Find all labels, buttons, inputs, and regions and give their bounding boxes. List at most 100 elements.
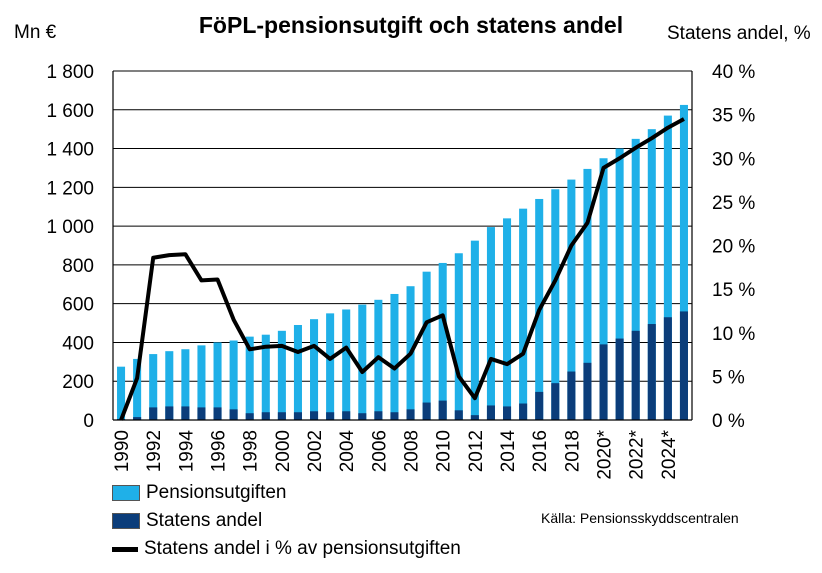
x-tick-label: 2016 xyxy=(530,430,551,472)
x-tick-label: 2018 xyxy=(562,430,583,472)
bar-statens-andel xyxy=(149,407,158,420)
bar-statens-andel xyxy=(293,412,302,420)
bar-pensionsutgiften xyxy=(631,138,640,420)
chart-title: FöPL-pensionsutgift och statens andel xyxy=(198,12,624,38)
legend-swatch-dark-blue xyxy=(112,513,140,529)
bar-statens-andel xyxy=(213,407,222,420)
y-tick-label: 1 400 xyxy=(46,140,94,161)
source-note: Källa: Pensionsskyddscentralen xyxy=(541,510,739,526)
left-axis-unit: Mn € xyxy=(14,22,57,43)
bar-statens-andel xyxy=(229,409,238,420)
legend-item-statens-andel: Statens andel xyxy=(112,510,262,532)
bar-statens-andel xyxy=(165,406,174,420)
bar-statens-andel xyxy=(406,409,415,420)
bar-pensionsutgiften xyxy=(229,340,238,420)
legend-label: Pensionsutgiften xyxy=(146,482,287,503)
bar-statens-andel xyxy=(470,415,479,420)
bar-pensionsutgiften xyxy=(326,313,335,420)
x-tick-label: 2000 xyxy=(273,430,294,472)
bar-pensionsutgiften xyxy=(519,208,528,420)
bar-pensionsutgiften xyxy=(117,366,126,420)
bar-statens-andel xyxy=(197,407,206,420)
x-tick-label: 2010 xyxy=(434,430,455,472)
x-tick-label: 2024* xyxy=(659,429,680,479)
bar-pensionsutgiften xyxy=(615,148,624,421)
bar-statens-andel xyxy=(647,324,656,420)
bar-pensionsutgiften xyxy=(663,115,672,420)
legend-swatch-line xyxy=(112,546,138,552)
bar-pensionsutgiften xyxy=(245,336,254,420)
y-tick-label: 0 xyxy=(83,411,94,432)
bar-pensionsutgiften xyxy=(165,351,174,420)
bar-statens-andel xyxy=(551,383,560,420)
bar-statens-andel xyxy=(615,338,624,420)
y2-tick-label: 5 % xyxy=(712,367,745,388)
bar-pensionsutgiften xyxy=(197,345,206,420)
y-tick-label: 1 000 xyxy=(46,217,94,238)
y-tick-label: 600 xyxy=(62,295,94,316)
bar-statens-andel xyxy=(454,410,463,420)
bar-statens-andel xyxy=(374,411,383,420)
x-tick-label: 2012 xyxy=(466,430,487,472)
bar-pensionsutgiften xyxy=(422,271,431,420)
y2-tick-label: 40 % xyxy=(712,62,755,83)
bar-statens-andel xyxy=(390,412,399,420)
bar-statens-andel xyxy=(599,344,608,420)
bar-pensionsutgiften xyxy=(551,189,560,420)
bar-pensionsutgiften xyxy=(310,319,319,420)
legend-item-pensionsutgiften: Pensionsutgiften xyxy=(112,482,287,504)
bar-pensionsutgiften xyxy=(583,168,592,420)
y2-tick-label: 15 % xyxy=(712,280,755,301)
y2-tick-label: 30 % xyxy=(712,149,755,170)
bar-pensionsutgiften xyxy=(133,358,142,420)
y2-tick-label: 20 % xyxy=(712,237,755,258)
y-tick-label: 1 200 xyxy=(46,178,94,199)
x-tick-label: 2008 xyxy=(402,430,423,472)
bar-pensionsutgiften xyxy=(149,354,158,420)
bar-statens-andel xyxy=(261,412,270,420)
legend-item-share-line: Statens andel i % av pensionsutgiften xyxy=(112,538,461,560)
x-tick-label: 1994 xyxy=(176,430,197,473)
bar-statens-andel xyxy=(679,311,688,420)
x-tick-label: 2006 xyxy=(369,430,390,472)
y2-tick-label: 25 % xyxy=(712,193,755,214)
bar-pensionsutgiften xyxy=(454,253,463,420)
y2-tick-label: 35 % xyxy=(712,106,755,127)
bar-pensionsutgiften xyxy=(599,158,608,420)
x-tick-label: 1998 xyxy=(241,430,262,472)
bar-pensionsutgiften xyxy=(261,334,270,420)
line-statens-andel-procent xyxy=(119,117,685,421)
bar-statens-andel xyxy=(422,402,431,420)
bar-pensionsutgiften xyxy=(213,342,222,420)
bar-statens-andel xyxy=(583,362,592,420)
y-tick-label: 1 600 xyxy=(46,101,94,122)
bar-pensionsutgiften xyxy=(358,304,367,420)
bar-pensionsutgiften xyxy=(277,330,286,420)
bar-pensionsutgiften xyxy=(567,179,576,420)
y-tick-label: 400 xyxy=(62,333,94,354)
x-tick-label: 1996 xyxy=(209,430,230,472)
bar-pensionsutgiften xyxy=(181,349,190,420)
legend-label: Statens andel i % av pensionsutgiften xyxy=(144,538,461,559)
y2-tick-label: 0 % xyxy=(712,411,745,432)
x-tick-label: 2014 xyxy=(498,430,519,473)
x-tick-label: 1992 xyxy=(144,430,165,472)
bar-statens-andel xyxy=(133,417,142,420)
bar-statens-andel xyxy=(519,403,528,420)
bar-statens-andel xyxy=(342,411,351,420)
bar-statens-andel xyxy=(503,406,512,420)
bar-pensionsutgiften xyxy=(470,240,479,420)
bar-statens-andel xyxy=(326,412,335,420)
bar-statens-andel xyxy=(245,413,254,420)
x-tick-label: 2004 xyxy=(337,430,358,473)
legend-label: Statens andel xyxy=(146,510,263,531)
bar-pensionsutgiften xyxy=(486,227,495,420)
bar-statens-andel xyxy=(181,406,190,420)
x-tick-label: 2002 xyxy=(305,430,326,472)
right-axis-unit: Statens andel, % xyxy=(667,23,811,44)
bar-statens-andel xyxy=(486,405,495,420)
bar-pensionsutgiften xyxy=(679,104,688,421)
bar-pensionsutgiften xyxy=(438,262,447,420)
bar-statens-andel xyxy=(535,391,544,420)
